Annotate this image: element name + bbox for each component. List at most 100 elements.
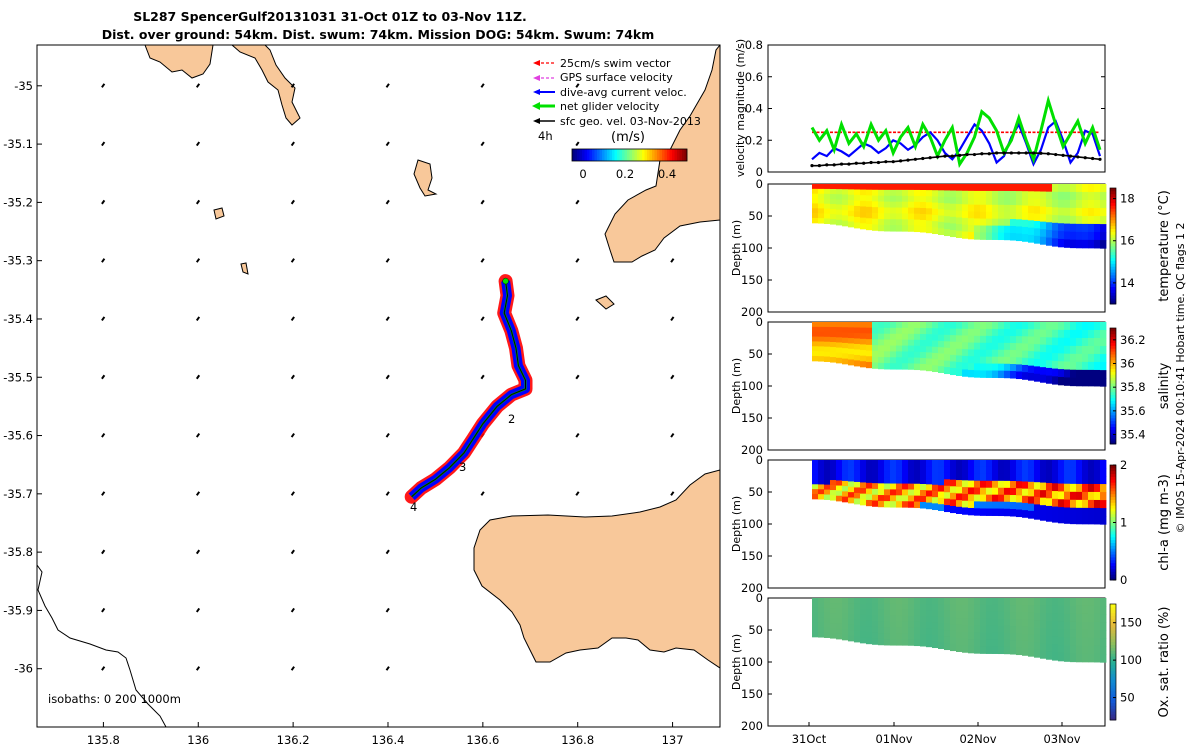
depth-cbar-tick-label: 14 — [1120, 276, 1135, 290]
depth-data-cell — [1088, 483, 1095, 493]
depth-data-cell — [926, 328, 933, 335]
depth-data-cell — [866, 603, 873, 610]
velocity-geo-point — [935, 155, 940, 159]
depth-data-cell — [1046, 329, 1053, 338]
depth-data-cell — [980, 197, 987, 206]
depth-data-cell — [920, 616, 927, 623]
velocity-geo-point — [839, 162, 844, 166]
depth-data-cell — [824, 203, 831, 210]
depth-data-cell — [860, 355, 867, 362]
depth-colorbar-segment — [1110, 511, 1116, 515]
depth-ytick-label: 100 — [741, 517, 763, 531]
depth-data-cell — [1052, 460, 1059, 469]
depth-data-cell — [866, 488, 873, 495]
depth-data-cell — [1082, 621, 1089, 631]
depth-data-cell — [836, 204, 843, 211]
depth-data-cell — [1004, 363, 1011, 372]
depth-data-cell — [974, 618, 981, 627]
depth-data-cell — [836, 219, 843, 226]
colorbar-segment — [594, 149, 598, 161]
depth-data-cell — [974, 335, 981, 344]
depth-data-cell — [836, 347, 843, 354]
depth-data-cell — [1004, 460, 1011, 468]
depth-data-cell — [920, 466, 927, 473]
depth-data-cell — [1070, 184, 1077, 193]
depth-colorbar-segment — [1110, 627, 1116, 631]
depth-ytick-label: 150 — [741, 687, 763, 701]
depth-data-cell — [950, 216, 957, 224]
depth-data-cell — [974, 646, 981, 654]
depth-data-cell — [842, 210, 849, 216]
depth-data-cell — [998, 501, 1005, 510]
depth-data-cell — [872, 626, 879, 634]
depth-data-cell — [968, 604, 975, 613]
depth-data-cell — [884, 189, 891, 197]
depth-data-cell — [1046, 229, 1053, 239]
depth-data-cell — [986, 204, 993, 213]
depth-data-cell — [938, 466, 945, 474]
depth-data-cell — [878, 477, 885, 484]
depth-data-cell — [896, 598, 903, 605]
depth-data-cell — [1028, 322, 1035, 330]
depth-data-cell — [842, 465, 849, 471]
depth-data-cell — [1094, 337, 1101, 347]
depth-data-cell — [884, 363, 891, 370]
depth-data-cell — [1040, 221, 1047, 230]
depth-colorbar-segment — [1110, 664, 1116, 669]
depth-data-cell — [1022, 212, 1029, 221]
depth-data-cell — [1028, 503, 1035, 512]
depth-data-cell — [1082, 215, 1089, 225]
depth-data-cell — [968, 611, 975, 620]
depth-colorbar-segment — [1110, 277, 1116, 282]
depth-data-cell — [1016, 474, 1023, 482]
depth-data-cell — [956, 486, 963, 494]
depth-data-cell — [980, 218, 987, 227]
map-xtick-label: 137 — [662, 733, 684, 747]
depth-data-cell — [902, 351, 909, 358]
depth-colorbar-segment — [1110, 531, 1116, 535]
depth-data-cell — [1058, 353, 1065, 362]
depth-data-cell — [950, 611, 957, 619]
depth-data-cell — [866, 460, 873, 467]
depth-data-cell — [1040, 460, 1047, 469]
depth-colorbar-segment — [1110, 415, 1116, 419]
depth-data-cell — [1100, 338, 1107, 347]
depth-data-cell — [950, 197, 957, 205]
depth-data-cell — [836, 214, 843, 221]
depth-data-cell — [974, 349, 981, 357]
depth-data-cell — [1034, 649, 1041, 658]
depth-data-cell — [884, 633, 891, 640]
depth-data-cell — [818, 622, 825, 628]
depth-data-cell — [824, 356, 831, 362]
depth-data-cell — [890, 333, 897, 341]
depth-data-cell — [926, 490, 933, 498]
map-ytick-label: -35.8 — [3, 545, 33, 559]
depth-data-cell — [890, 225, 897, 232]
depth-data-cell — [914, 460, 921, 467]
depth-data-cell — [998, 473, 1005, 482]
depth-data-cell — [908, 495, 915, 502]
depth-data-cell — [1034, 489, 1041, 498]
depth-data-cell — [1046, 184, 1053, 193]
depth-cbar-tick-label: 35.4 — [1120, 428, 1146, 442]
depth-data-cell — [830, 214, 837, 220]
map-ytick-label: -36 — [14, 662, 33, 676]
depth-data-cell — [908, 351, 915, 358]
map-ytick-label: -35.2 — [3, 195, 33, 209]
depth-data-cell — [1052, 644, 1059, 653]
depth-colorbar-segment — [1110, 412, 1116, 416]
depth-data-cell — [1034, 620, 1041, 629]
depth-data-cell — [1064, 207, 1071, 217]
depth-data-cell — [1046, 651, 1053, 660]
depth-data-cell — [902, 225, 909, 232]
depth-data-cell — [926, 358, 933, 366]
depth-data-cell — [818, 460, 825, 466]
depth-data-cell — [1100, 346, 1107, 355]
depth-data-cell — [926, 202, 933, 209]
depth-data-cell — [986, 604, 993, 613]
depth-data-cell — [842, 618, 849, 625]
depth-data-cell — [824, 622, 831, 629]
depth-data-cell — [836, 342, 843, 349]
depth-data-cell — [1088, 215, 1095, 225]
depth-colorbar-segment — [1110, 676, 1116, 680]
